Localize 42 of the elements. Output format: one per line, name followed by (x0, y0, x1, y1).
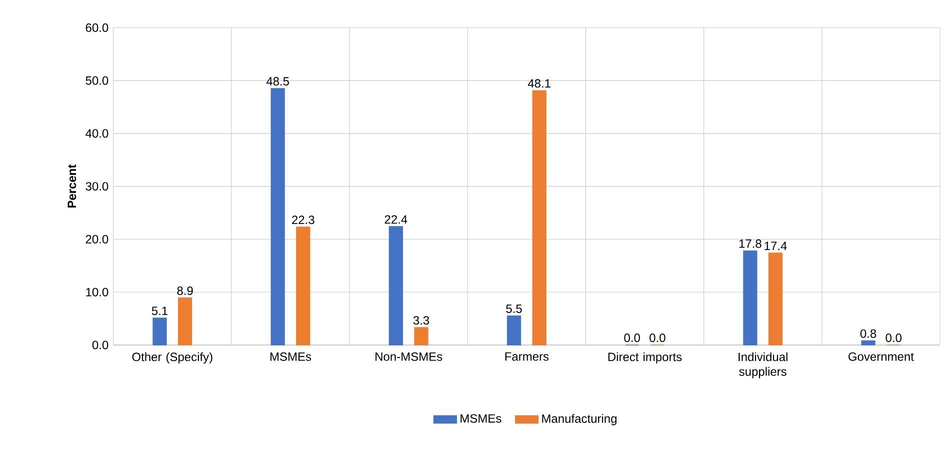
x-tick-label: Government (848, 352, 914, 361)
bar (532, 90, 546, 346)
y-axis-title: Percent (68, 164, 76, 208)
data-label: 3.3 (413, 316, 430, 325)
x-tick-label: Other (Specify) (132, 352, 212, 364)
data-label: 8.9 (177, 286, 193, 295)
bar (414, 327, 428, 346)
x-tick-label: MSMEs (270, 352, 312, 361)
data-label: 22.4 (384, 215, 408, 224)
bar (178, 298, 192, 346)
y-tick-label: 50.0 (86, 76, 108, 85)
y-tick-label: 10.0 (86, 288, 108, 296)
bar (768, 252, 783, 346)
legend-label: MSMEs (460, 414, 502, 423)
data-label: 0.8 (860, 329, 876, 338)
bar (743, 250, 758, 346)
bar (388, 226, 403, 346)
data-label: 17.4 (764, 242, 787, 250)
y-tick-label: 60.0 (86, 23, 108, 32)
x-tick-label: Direct imports (608, 352, 682, 364)
data-label: 0.0 (624, 334, 640, 342)
data-label: 22.3 (292, 216, 314, 224)
data-label: 5.5 (506, 304, 522, 313)
data-label: 5.1 (152, 306, 168, 316)
data-label: 48.5 (266, 77, 289, 86)
data-label: 48.1 (528, 79, 550, 88)
data-label: 0.0 (886, 334, 902, 342)
bar (296, 226, 310, 346)
bar (152, 318, 167, 346)
bar (506, 315, 522, 346)
bar (861, 340, 876, 346)
y-tick-label: 20.0 (86, 234, 108, 244)
y-tick-label: 30.0 (86, 182, 108, 191)
legend-label: Manufacturing (542, 414, 616, 426)
data-label: 17.8 (739, 239, 762, 248)
y-tick-label: 40.0 (86, 129, 108, 138)
x-tick-label: Non-MSMEs (376, 352, 442, 361)
bar (270, 88, 285, 346)
x-tick-label: Individual suppliers (738, 352, 788, 378)
data-label: 0.0 (650, 334, 666, 342)
y-tick-label: 0.0 (92, 340, 108, 350)
x-tick-label: Farmers (505, 352, 549, 361)
